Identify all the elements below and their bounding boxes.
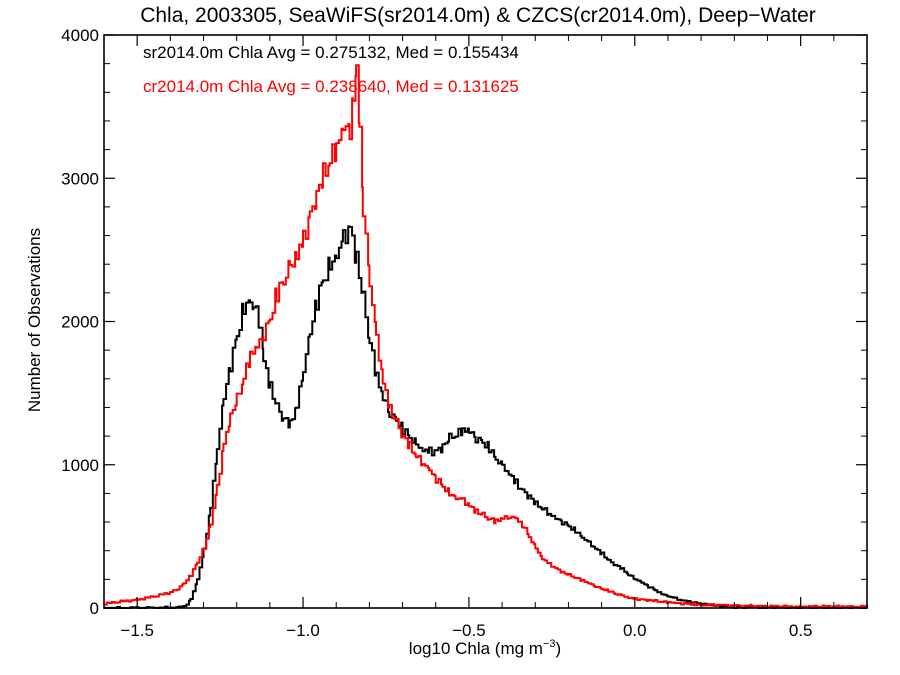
y-tick-label: 0: [90, 599, 99, 618]
x-axis-label-end: ): [556, 639, 562, 658]
x-tick-label: 0.0: [623, 621, 647, 640]
stats-annotation-sr: sr2014.0m Chla Avg = 0.275132, Med = 0.1…: [143, 43, 519, 62]
y-axis-label: Number of Observations: [25, 228, 44, 412]
y-tick-label: 2000: [61, 313, 99, 332]
stats-annotation-cr: cr2014.0m Chla Avg = 0.238640, Med = 0.1…: [143, 77, 519, 96]
histogram-series-1: [104, 64, 868, 609]
chart-title: Chla, 2003305, SeaWiFS(sr2014.0m) & CZCS…: [140, 4, 816, 27]
x-tick-label: −0.5: [452, 621, 486, 640]
x-axis-label-superscript: −3: [543, 638, 556, 650]
x-axis-label-main: log10 Chla (mg m: [409, 639, 543, 658]
x-tick-label: 0.5: [789, 621, 813, 640]
x-tick-label: −1.5: [120, 621, 154, 640]
y-tick-label: 4000: [61, 26, 99, 45]
x-tick-label: −1.0: [286, 621, 320, 640]
series-layer: [104, 64, 868, 609]
x-axis-label: log10 Chla (mg m−3): [409, 638, 561, 658]
histogram-series-0: [104, 225, 868, 609]
ticks-layer: −1.5 −1.0 −0.5 0.0 0.5 0 1000 2000 3000 4000: [61, 26, 868, 640]
y-tick-label: 3000: [61, 169, 99, 188]
plot-frame: [103, 34, 868, 609]
y-tick-label: 1000: [61, 456, 99, 475]
